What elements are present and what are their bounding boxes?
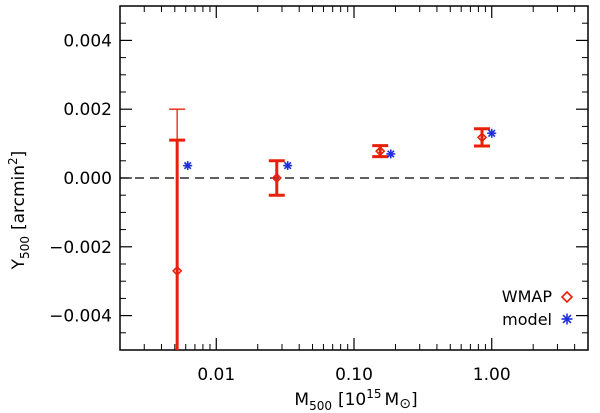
wmap-point xyxy=(172,265,183,277)
legend-label-model: model xyxy=(502,310,552,329)
wmap-point xyxy=(271,172,282,184)
x-axis: 0.01 0.10 1.00 xyxy=(119,6,589,385)
model-point xyxy=(386,149,396,159)
y-axis: −0.004 −0.002 0.000 0.002 0.004 xyxy=(49,5,588,351)
y-tick-label: −0.004 xyxy=(49,307,112,327)
model-point xyxy=(183,161,193,171)
y-tick-label: −0.002 xyxy=(49,238,112,258)
legend-wmap-marker xyxy=(560,290,574,304)
legend-model-marker xyxy=(561,313,573,325)
sun-symbol: ⊙ xyxy=(399,396,411,412)
legend-label-wmap: WMAP xyxy=(502,287,553,306)
data-markers xyxy=(172,128,497,277)
x-axis-label: M500 [1015 M⊙] xyxy=(294,387,417,413)
model-point xyxy=(283,161,293,171)
y-axis-label: Y500[arcmin2] xyxy=(6,151,32,271)
y-tick-label: 0.002 xyxy=(63,100,112,120)
y-tick-label: 0.000 xyxy=(63,169,112,189)
x-tick-label: 0.01 xyxy=(197,365,235,385)
x-tick-label: 1.00 xyxy=(473,365,511,385)
wmap-point xyxy=(476,132,488,143)
x-tick-label: 0.10 xyxy=(335,365,373,385)
wmap-point xyxy=(375,146,386,157)
model-point xyxy=(487,128,497,138)
y-tick-label: 0.004 xyxy=(63,31,112,51)
wmap-errorbars xyxy=(169,108,491,350)
legend: WMAP model xyxy=(502,287,574,329)
